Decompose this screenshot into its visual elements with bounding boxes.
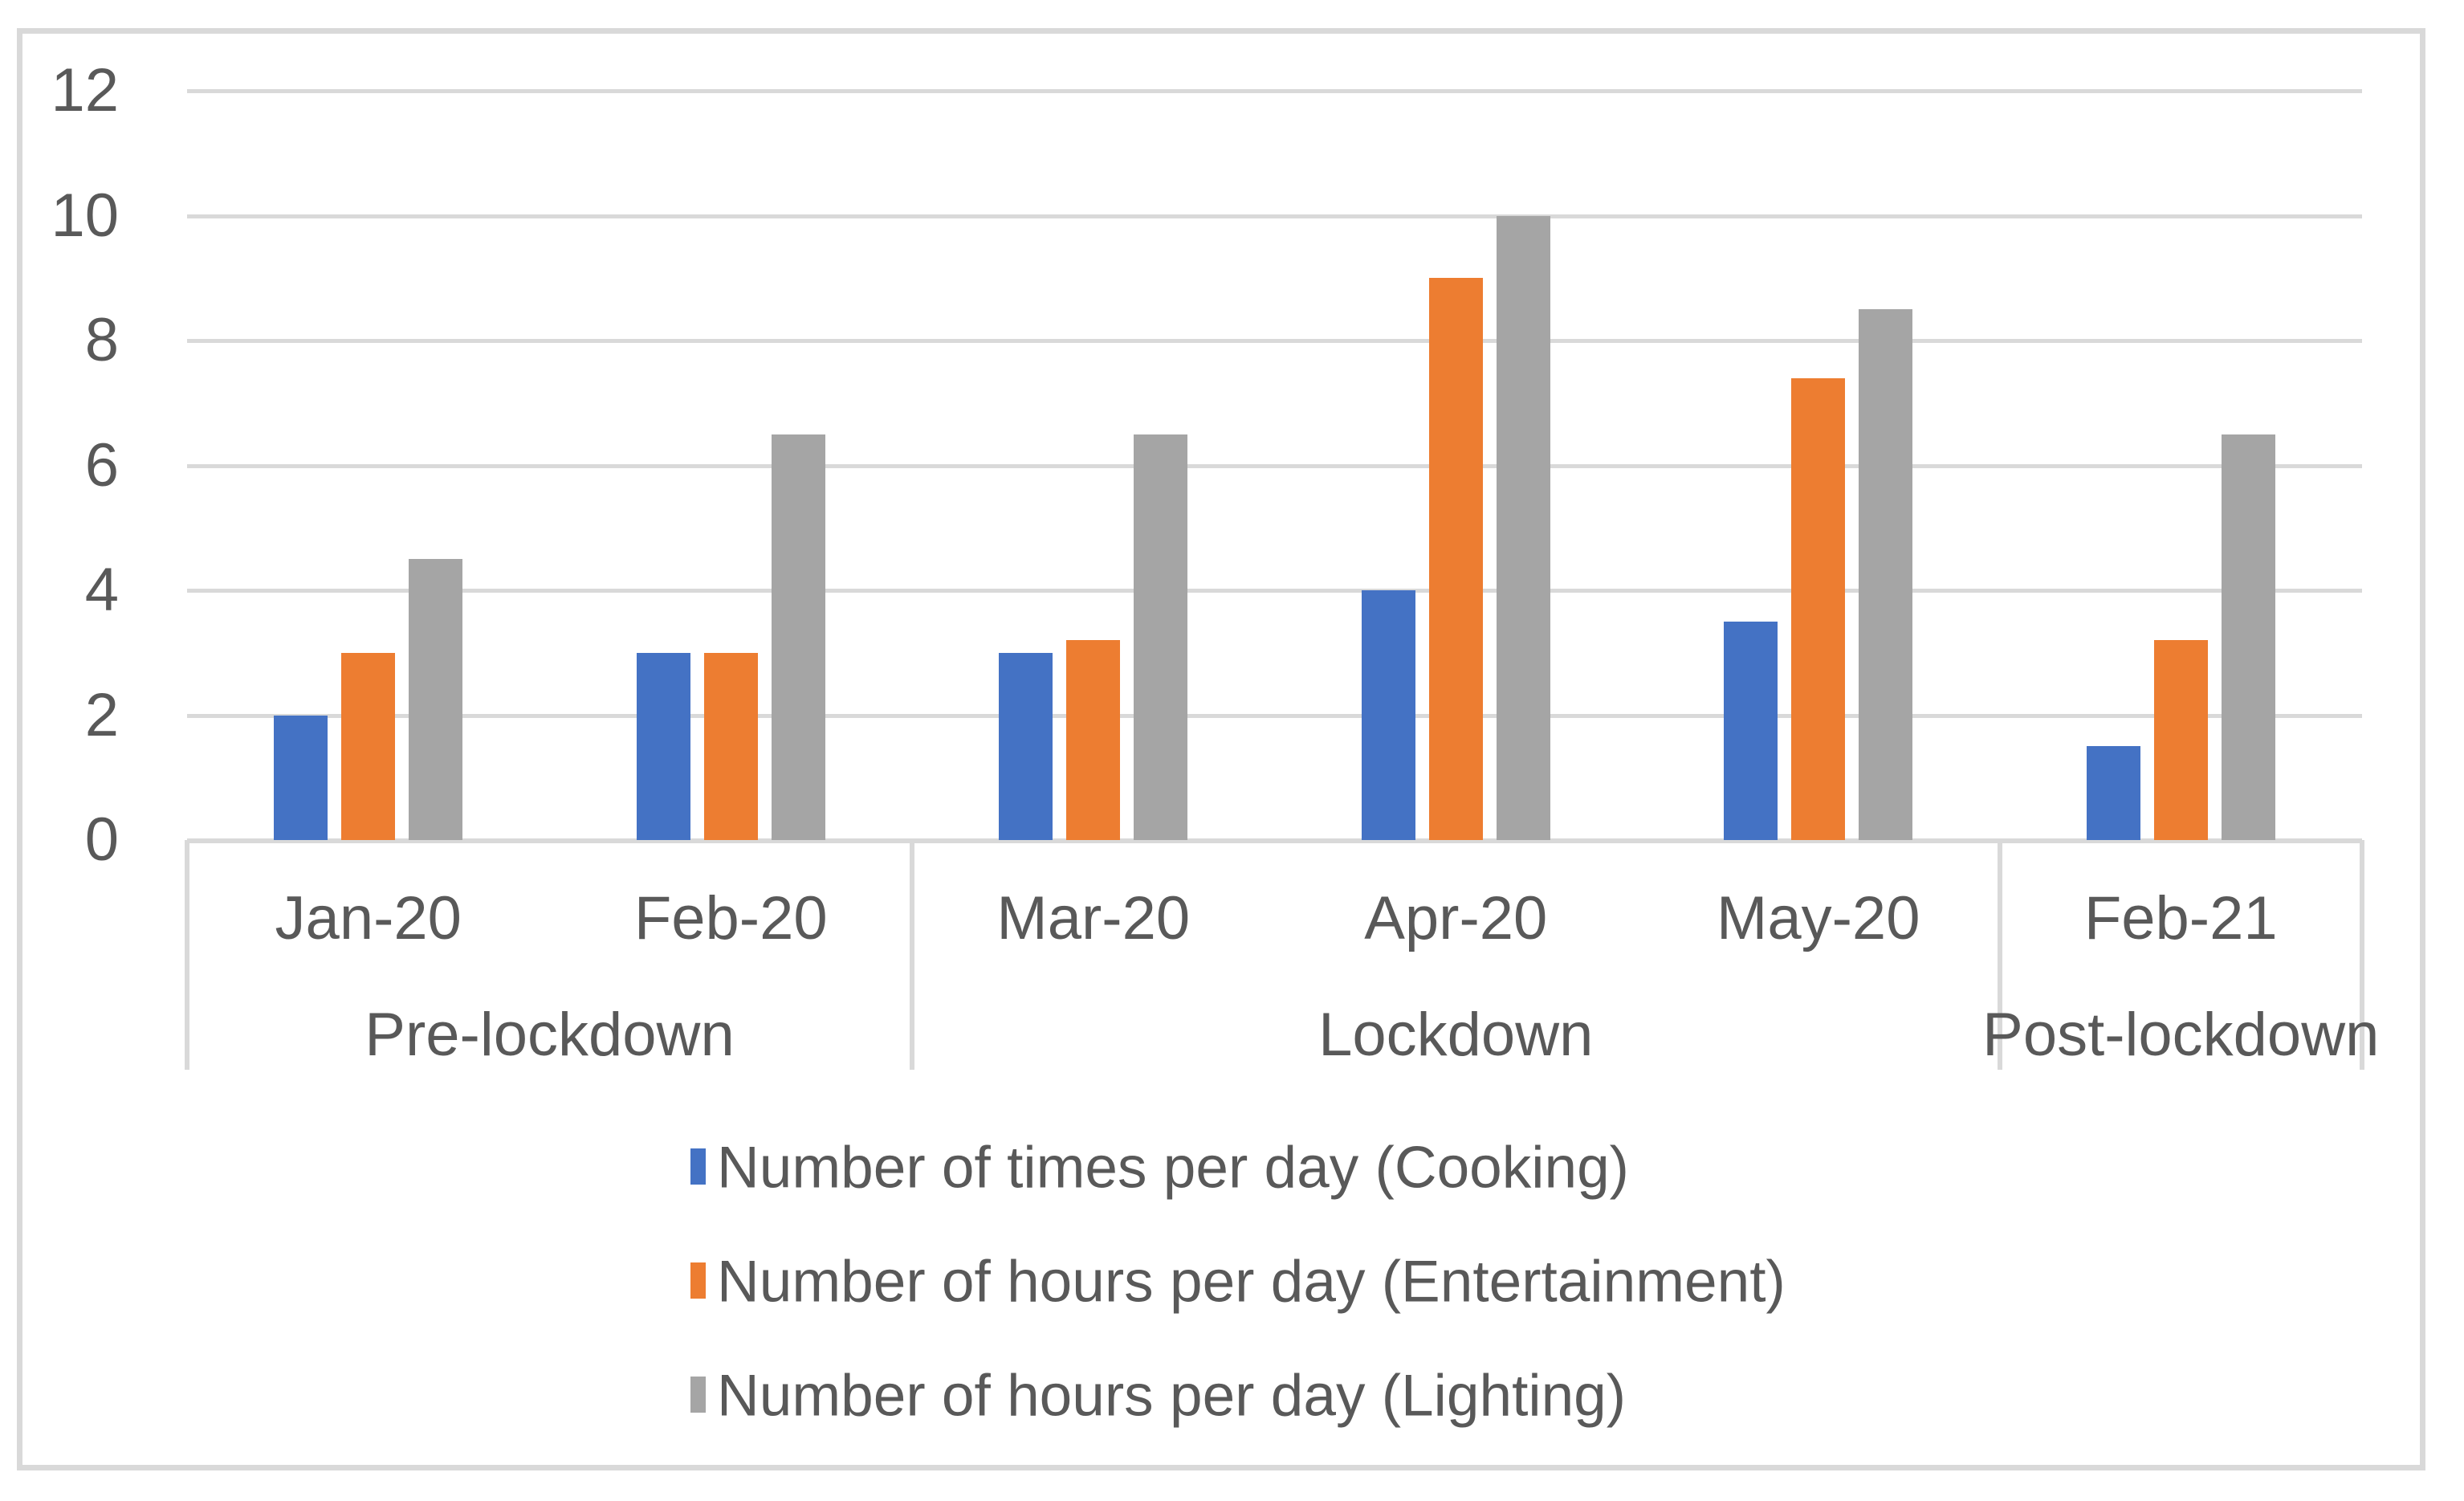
x-month-label-mar-20: Mar-20: [996, 884, 1191, 952]
category-separator: [2360, 840, 2364, 1070]
gridline-6: [187, 463, 2362, 468]
legend-label: Number of hours per day (Entertainment): [717, 1249, 1786, 1315]
x-month-label-may-20: May-20: [1717, 884, 1920, 952]
bar-cooking-mar-20: [999, 652, 1053, 840]
bar-lighting-apr-20: [1496, 215, 1550, 840]
x-month-label-jan-20: Jan-20: [275, 884, 462, 952]
x-group-label-post-lockdown: Post-lockdown: [1982, 1001, 2380, 1069]
gridline-2: [187, 713, 2362, 718]
legend-swatch-icon: [690, 1148, 706, 1185]
legend-swatch-icon: [690, 1262, 706, 1299]
bar-lighting-may-20: [1859, 309, 1913, 840]
gridline-10: [187, 214, 2362, 218]
gridline-4: [187, 589, 2362, 593]
y-tick-label-2: 2: [84, 680, 119, 749]
bar-entertainment-apr-20: [1428, 278, 1483, 840]
bar-entertainment-feb-21: [2153, 640, 2208, 840]
x-group-label-lockdown: Lockdown: [1318, 1001, 1594, 1069]
gridline-12: [187, 89, 2362, 93]
bar-cooking-may-20: [1724, 621, 1778, 840]
bar-cooking-feb-21: [2086, 746, 2140, 840]
bar-entertainment-feb-20: [703, 652, 758, 840]
gridline-8: [187, 339, 2362, 343]
category-separator: [910, 840, 914, 1070]
legend-label: Number of hours per day (Lighting): [717, 1363, 1627, 1429]
bar-cooking-jan-20: [274, 715, 328, 840]
bar-entertainment-jan-20: [341, 652, 396, 840]
y-tick-label-0: 0: [84, 806, 119, 874]
x-month-label-apr-20: Apr-20: [1364, 884, 1548, 952]
y-tick-label-8: 8: [84, 306, 119, 374]
bar-lighting-feb-20: [771, 434, 825, 840]
bar-lighting-mar-20: [1134, 434, 1188, 840]
bar-cooking-apr-20: [1361, 590, 1415, 840]
y-tick-label-4: 4: [84, 556, 119, 624]
legend-label: Number of times per day (Cooking): [717, 1135, 1629, 1201]
x-month-label-feb-20: Feb-20: [633, 884, 828, 952]
x-axis-line: [187, 838, 2362, 843]
bar-entertainment-mar-20: [1066, 640, 1121, 840]
bar-lighting-feb-21: [2221, 434, 2275, 840]
y-tick-label-6: 6: [84, 430, 119, 500]
bar-entertainment-may-20: [1791, 377, 1846, 840]
x-group-label-pre-lockdown: Pre-lockdown: [365, 1001, 735, 1069]
bar-lighting-jan-20: [409, 559, 463, 840]
y-tick-label-12: 12: [51, 56, 119, 124]
bar-cooking-feb-20: [636, 652, 690, 840]
chart-frame: 0 2 4 6 8 10 12 Jan-20 Feb-20 Mar-20 Apr-20 May-20…: [17, 28, 2425, 1470]
legend-swatch-icon: [690, 1377, 706, 1413]
category-separator: [185, 840, 189, 1070]
x-month-label-feb-21: Feb-21: [2083, 884, 2278, 952]
y-tick-label-10: 10: [51, 181, 119, 250]
category-separator: [1997, 840, 2002, 1070]
